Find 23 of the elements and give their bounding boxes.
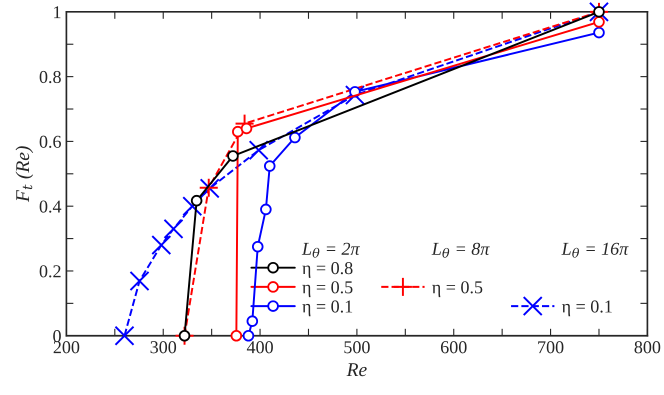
legend-label: η = 0.5 — [432, 281, 482, 298]
x-tick-label: 400 — [246, 341, 273, 354]
legend-label: η = 0.1 — [302, 300, 352, 316]
y-tick-label: 0.4 — [40, 200, 62, 213]
y-tick-label: 1 — [54, 6, 60, 18]
legend-label: η = 0.8 — [302, 262, 353, 278]
y-tick-label: 0.2 — [40, 265, 61, 278]
annotation: L$_{θ}$ = 16π — [561, 242, 629, 258]
y-tick-label: 0.8 — [40, 70, 61, 84]
x-tick-label: 300 — [150, 341, 176, 354]
y-axis-title: F$_{t}$ (Re) — [16, 146, 34, 202]
y-tick-label: 0 — [53, 330, 61, 342]
x-axis-title: Re — [346, 363, 367, 376]
legend-label: η = 0.5 — [302, 281, 352, 298]
x-tick-label: 700 — [538, 341, 564, 354]
x-tick-label: 500 — [344, 341, 370, 354]
x-tick-label: 800 — [634, 341, 660, 354]
x-tick-label: 200 — [54, 341, 80, 354]
annotation: L$_{θ}$ = 2π — [302, 242, 360, 258]
legend-label: η = 0.1 — [562, 300, 612, 316]
annotation: L$_{θ}$ = 8π — [432, 242, 490, 258]
y-tick-label: 0.6 — [40, 136, 61, 148]
x-tick-label: 600 — [440, 341, 467, 354]
